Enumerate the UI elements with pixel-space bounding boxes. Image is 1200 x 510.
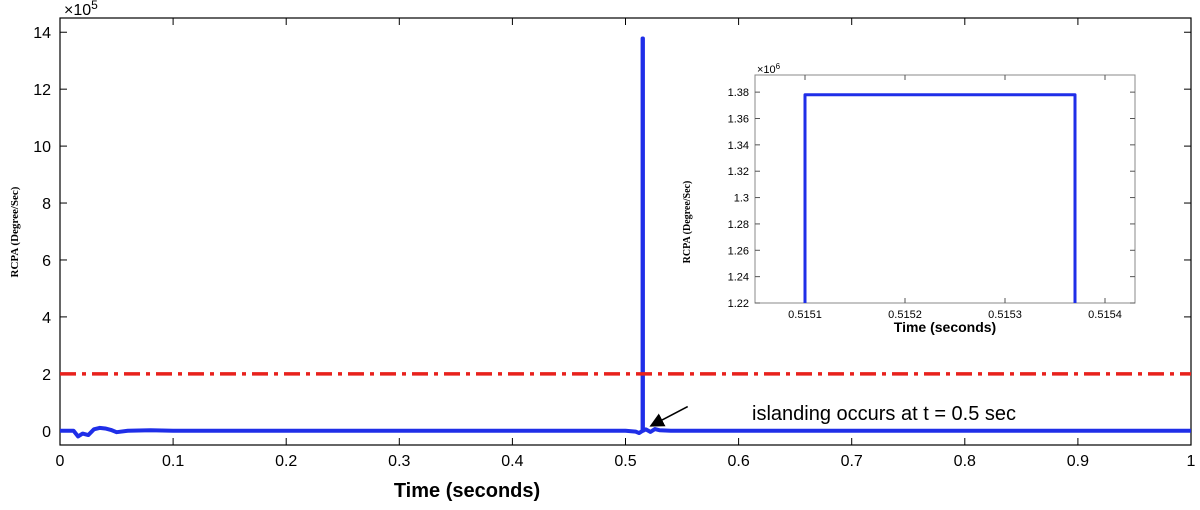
x-tick-label: 0.5 [614, 453, 636, 470]
y-tick-label: 4 [42, 310, 51, 327]
inset-plot-frame [754, 74, 1136, 304]
inset-y-axis-title: RCPA (Degree/Sec) [682, 181, 693, 264]
x-tick-label: 0.8 [954, 453, 976, 470]
y-tick-label: 1.26 [728, 245, 749, 257]
series-line [803, 93, 1077, 303]
y-tick-label: 1.34 [728, 140, 749, 152]
series-line [60, 36, 1191, 439]
y-tick-label: 12 [33, 82, 51, 99]
inset-plot: 0.5151 0.5152 0.5153 0.5154 1.22 1.24 1.26 1.28… [728, 75, 1135, 321]
main-y-axis-title: RCPA (Degree/Sec) [9, 186, 21, 277]
y-tick-label: 8 [42, 196, 51, 213]
y-tick-label: 1.22 [728, 298, 749, 310]
x-tick-label: 0.6 [727, 453, 749, 470]
y-tick-label: 0 [42, 424, 51, 441]
y-tick-label: 1.36 [728, 113, 749, 125]
x-tick-label: 0.3 [388, 453, 410, 470]
y-tick-label: 1.3 [734, 193, 749, 205]
x-tick-label: 0.4 [501, 453, 523, 470]
x-tick-label: 0.7 [841, 453, 863, 470]
y-tick-label: 6 [42, 253, 51, 270]
y-tick-label: 1.32 [728, 166, 749, 178]
x-tick-label: 1 [1187, 453, 1196, 470]
x-tick-label: 0.9 [1067, 453, 1089, 470]
y-tick-label: 1.38 [728, 87, 749, 99]
annotation-text: islanding occurs at t = 0.5 sec [752, 403, 1016, 425]
y-tick-label: 10 [33, 139, 51, 156]
x-tick-label: 0.5152 [888, 309, 922, 321]
main-y-exponent: ×105 [64, 0, 98, 19]
y-tick-label: 1.24 [728, 272, 749, 284]
y-tick-label: 1.28 [728, 219, 749, 231]
x-tick-label: 0.2 [275, 453, 297, 470]
x-tick-label: 0.1 [162, 453, 184, 470]
inset-y-exponent: ×106 [757, 62, 781, 76]
x-tick-label: 0.5154 [1088, 309, 1122, 321]
x-tick-label: 0.5151 [788, 309, 822, 321]
inset-x-axis-title: Time (seconds) [894, 319, 996, 335]
x-tick-label: 0.5153 [988, 309, 1022, 321]
y-tick-label: 2 [42, 367, 51, 384]
y-tick-label: 14 [33, 25, 51, 42]
annotation-arrow [649, 405, 689, 427]
main-x-axis-title: Time (seconds) [394, 480, 540, 502]
x-tick-label: 0 [56, 453, 65, 470]
